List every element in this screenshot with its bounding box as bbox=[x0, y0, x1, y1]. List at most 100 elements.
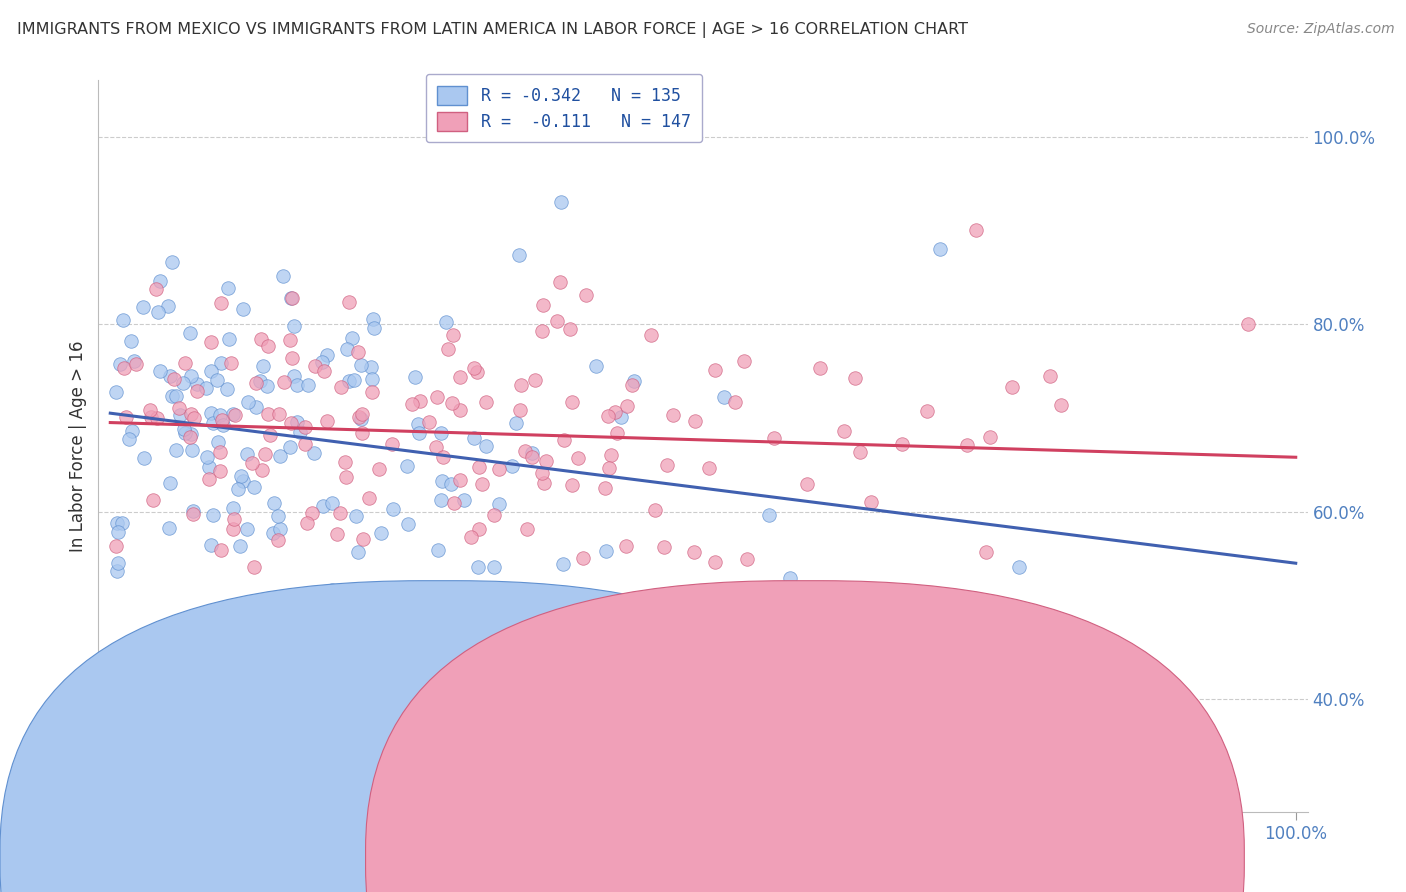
Point bbox=[703, 555, 725, 569]
Point bbox=[460, 530, 482, 544]
Point bbox=[440, 477, 463, 491]
Point bbox=[294, 420, 316, 434]
Point bbox=[430, 475, 453, 489]
Point bbox=[735, 552, 758, 566]
Point bbox=[236, 447, 259, 461]
Point bbox=[404, 369, 426, 384]
Point bbox=[285, 377, 308, 392]
Point bbox=[550, 276, 572, 290]
Point bbox=[302, 445, 325, 459]
Point bbox=[271, 269, 294, 284]
Point bbox=[236, 522, 259, 536]
Point bbox=[132, 301, 155, 315]
Point bbox=[657, 715, 679, 730]
Point bbox=[551, 558, 574, 572]
Legend: R = -0.342   N = 135, R =  -0.111   N = 147: R = -0.342 N = 135, R = -0.111 N = 147 bbox=[426, 74, 702, 143]
Point bbox=[603, 405, 626, 419]
Point bbox=[598, 461, 620, 475]
Point bbox=[522, 446, 544, 460]
Point bbox=[652, 540, 675, 554]
Point bbox=[335, 470, 357, 484]
Point bbox=[312, 499, 335, 513]
Point bbox=[609, 730, 631, 744]
Point bbox=[159, 369, 181, 384]
Point bbox=[146, 305, 169, 319]
Point bbox=[256, 378, 278, 392]
Point bbox=[197, 472, 219, 486]
Point bbox=[250, 463, 273, 477]
Point bbox=[516, 522, 538, 536]
Point bbox=[218, 332, 240, 346]
Point bbox=[295, 516, 318, 530]
Point bbox=[139, 403, 162, 417]
Point bbox=[301, 506, 323, 520]
Point bbox=[432, 450, 454, 464]
Point bbox=[704, 363, 727, 377]
Point bbox=[222, 500, 245, 515]
Point bbox=[120, 334, 142, 348]
Point bbox=[217, 382, 239, 396]
Point bbox=[425, 441, 447, 455]
Point bbox=[283, 318, 305, 333]
Point bbox=[406, 417, 429, 431]
Point bbox=[468, 459, 491, 474]
Point bbox=[475, 439, 498, 453]
Point bbox=[808, 360, 831, 375]
Point bbox=[222, 407, 245, 421]
Point bbox=[606, 426, 628, 441]
Point bbox=[329, 380, 352, 394]
Point bbox=[640, 328, 662, 343]
Point bbox=[350, 358, 373, 372]
Point bbox=[620, 377, 643, 392]
Point bbox=[201, 508, 224, 523]
Point bbox=[181, 508, 204, 522]
Point bbox=[832, 425, 855, 439]
Point bbox=[779, 571, 801, 585]
Point bbox=[956, 438, 979, 452]
Point bbox=[662, 408, 685, 422]
Point bbox=[575, 287, 598, 301]
Point bbox=[350, 407, 373, 421]
Point bbox=[111, 516, 134, 531]
Point bbox=[160, 389, 183, 403]
Point bbox=[160, 254, 183, 268]
Point bbox=[146, 411, 169, 425]
Point bbox=[181, 504, 204, 518]
Point bbox=[142, 492, 165, 507]
Point bbox=[219, 356, 242, 370]
Point bbox=[202, 416, 225, 430]
Point bbox=[531, 298, 554, 312]
Point bbox=[183, 411, 205, 425]
Point bbox=[361, 311, 384, 326]
Point bbox=[441, 328, 464, 343]
Point bbox=[269, 449, 291, 463]
Point bbox=[321, 583, 343, 598]
Point bbox=[186, 384, 208, 399]
Point bbox=[360, 359, 382, 374]
Point bbox=[683, 414, 706, 428]
Point bbox=[530, 324, 553, 338]
Point bbox=[891, 437, 914, 451]
Point bbox=[180, 427, 202, 442]
Point bbox=[463, 361, 485, 376]
Point bbox=[349, 410, 371, 425]
Point bbox=[254, 447, 277, 461]
Point bbox=[733, 354, 755, 368]
Point bbox=[179, 430, 201, 444]
Point bbox=[1008, 559, 1031, 574]
Point bbox=[245, 400, 267, 414]
Point bbox=[340, 331, 363, 345]
Point bbox=[249, 374, 271, 388]
Point bbox=[571, 551, 593, 566]
Point bbox=[238, 395, 260, 409]
Point bbox=[173, 422, 195, 436]
Point bbox=[614, 539, 637, 553]
Point bbox=[283, 368, 305, 383]
Point bbox=[281, 351, 304, 366]
Point bbox=[263, 496, 285, 510]
Point bbox=[195, 450, 218, 464]
Point bbox=[974, 545, 997, 559]
Point bbox=[482, 560, 505, 574]
Point bbox=[600, 448, 623, 462]
Point bbox=[418, 415, 440, 429]
